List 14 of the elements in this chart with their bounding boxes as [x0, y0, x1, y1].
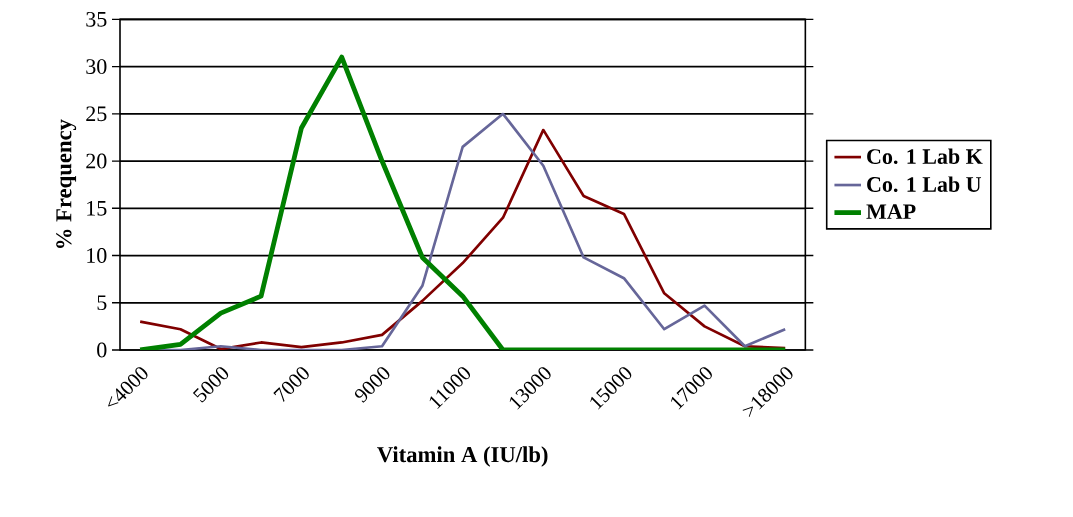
- x-tick-label: 7000: [273, 367, 309, 402]
- y-tick-label: 10: [87, 248, 107, 263]
- y-tick-label: 20: [86, 153, 107, 169]
- y-tick-label: 5: [97, 295, 107, 311]
- legend-label: Co. 1 Lab U: [867, 176, 982, 192]
- x-axis-title: Vitamin A (IU/lb): [377, 446, 548, 467]
- y-tick-label: 30: [86, 59, 107, 74]
- y-tick-label: 25: [86, 106, 107, 122]
- y-tick-label: 15: [87, 200, 107, 216]
- y-axis-title: % Frequency: [56, 119, 77, 248]
- y-tick-label: 0: [97, 342, 107, 358]
- y-tick-label: 35: [86, 11, 107, 27]
- legend-label: Co. 1 Lab K: [867, 148, 983, 165]
- legend-label: MAP: [866, 204, 916, 219]
